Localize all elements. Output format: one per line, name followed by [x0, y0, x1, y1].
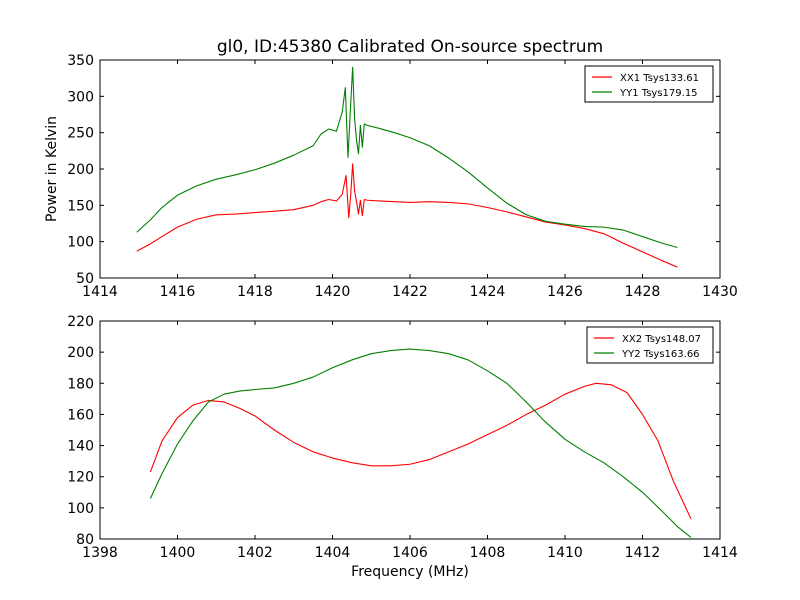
- y-tick-label: 180: [67, 376, 94, 392]
- y-tick-label: 120: [67, 470, 94, 486]
- x-tick-label: 1418: [237, 284, 273, 300]
- y-tick-label: 100: [67, 235, 94, 251]
- x-tick-label: 1402: [237, 545, 273, 561]
- series-line-1: [136, 163, 678, 268]
- x-tick-label: 1414: [702, 545, 738, 561]
- chart-panel-1: 1414 1416 1418 1420 1422 1424 1426 1428 1430 50 10…: [44, 37, 738, 300]
- y-tick-label: 140: [67, 439, 94, 455]
- series-line-2: [136, 66, 678, 249]
- x-tick-label: 1422: [392, 284, 428, 300]
- y-tick-label: 250: [67, 126, 94, 142]
- x-tick-label: 1420: [315, 284, 351, 300]
- legend: XX2 Tsys148.07 YY2 Tsys163.66: [586, 326, 714, 364]
- x-tick-label: 1428: [625, 284, 661, 300]
- legend-box: [584, 65, 714, 103]
- x-tick-label: 1410: [547, 545, 583, 561]
- y-tick-label: 350: [67, 53, 94, 69]
- x-tick-label: 1412: [625, 545, 661, 561]
- series-line-2: [149, 348, 692, 538]
- y-tick-label: 200: [67, 345, 94, 361]
- legend: XX1 Tsys133.61 YY1 Tsys179.15: [584, 65, 714, 103]
- x-tick-label: 1400: [160, 545, 196, 561]
- legend-label-2: YY2 Tsys163.66: [621, 349, 700, 360]
- y-tick-label: 200: [67, 162, 94, 178]
- x-tick-label: 1404: [315, 545, 351, 561]
- y-tick-label: 50: [76, 271, 94, 287]
- x-tick-label: 1430: [702, 284, 738, 300]
- y-tick-label: 220: [67, 314, 94, 330]
- x-axis-label: Frequency (MHz): [351, 564, 469, 580]
- y-tick-label: 150: [67, 198, 94, 214]
- y-tick-label: 100: [67, 501, 94, 517]
- x-tick-label: 1398: [82, 545, 118, 561]
- x-tick-label: 1414: [82, 284, 118, 300]
- y-tick-label: 160: [67, 407, 94, 423]
- x-tick-label: 1426: [547, 284, 583, 300]
- y-tick-label: 300: [67, 89, 94, 105]
- x-tick-label: 1406: [392, 545, 428, 561]
- series-line-1: [149, 382, 692, 519]
- chart-panel-2: 1398 1400 1402 1404 1406 1408 1410 1412 1414 80 10…: [67, 314, 738, 580]
- legend-label-1: XX1 Tsys133.61: [620, 73, 699, 84]
- x-tick-label: 1416: [160, 284, 196, 300]
- legend-box: [586, 326, 714, 364]
- x-tick-label: 1424: [470, 284, 506, 300]
- legend-label-1: XX2 Tsys148.07: [622, 334, 701, 345]
- y-axis-label: Power in Kelvin: [44, 116, 60, 222]
- legend-label-2: YY1 Tsys179.15: [619, 88, 698, 99]
- chart-title: gl0, ID:45380 Calibrated On-source spect…: [217, 37, 603, 57]
- y-tick-label: 80: [76, 532, 94, 548]
- x-tick-label: 1408: [470, 545, 506, 561]
